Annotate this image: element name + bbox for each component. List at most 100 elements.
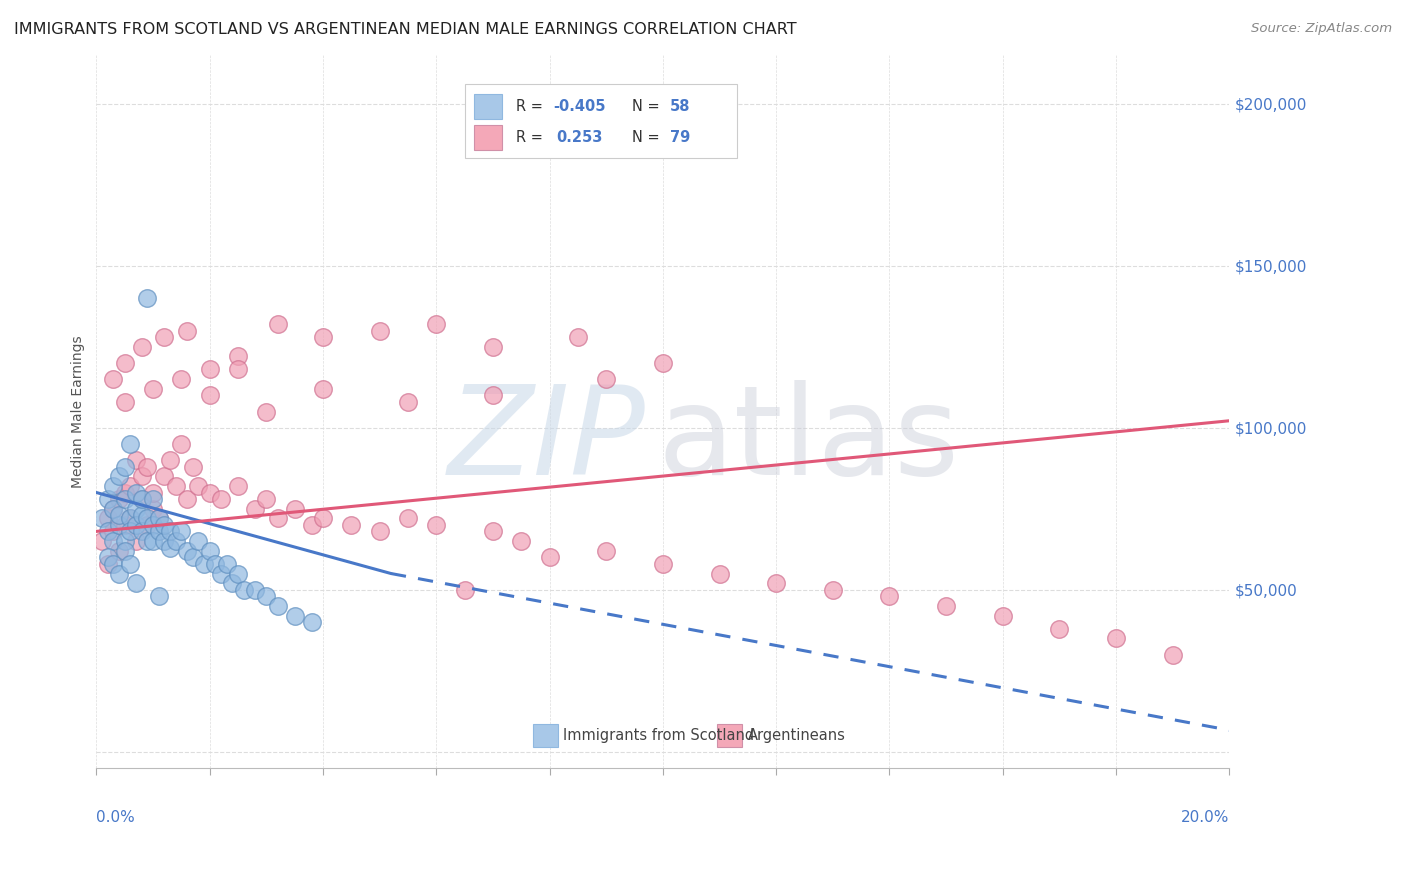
Point [209, 491, 232, 506]
Point [103, 524, 125, 539]
Point [198, 362, 221, 376]
Point [165, 479, 187, 493]
Point [148, 511, 170, 525]
Point [131, 469, 153, 483]
Point [181, 550, 204, 565]
Point [136, 291, 159, 305]
Text: 20.0%: 20.0% [1181, 810, 1229, 825]
Point [226, 350, 249, 364]
Point [153, 469, 176, 483]
Point [243, 582, 266, 597]
FancyBboxPatch shape [474, 125, 502, 150]
Point [131, 491, 153, 506]
Point [142, 534, 165, 549]
Point [243, 501, 266, 516]
Point [97, 524, 120, 539]
Point [142, 485, 165, 500]
Point [103, 557, 125, 571]
Point [396, 511, 419, 525]
Point [254, 404, 277, 418]
Point [226, 479, 249, 493]
Point [142, 382, 165, 396]
FancyBboxPatch shape [474, 95, 502, 120]
Point [651, 557, 673, 571]
Text: 58: 58 [669, 99, 690, 114]
Text: ZIP: ZIP [449, 379, 645, 500]
Point [1105, 632, 1128, 646]
Point [538, 550, 561, 565]
Point [136, 534, 159, 549]
Point [97, 491, 120, 506]
Point [266, 599, 288, 613]
Point [120, 479, 142, 493]
Point [108, 544, 131, 558]
Point [482, 524, 505, 539]
Point [159, 524, 181, 539]
Text: N =: N = [633, 99, 665, 114]
Point [103, 501, 125, 516]
Point [142, 517, 165, 532]
Point [131, 508, 153, 523]
Point [91, 534, 114, 549]
Point [170, 524, 193, 539]
FancyBboxPatch shape [464, 84, 737, 159]
Point [232, 582, 254, 597]
Point [114, 459, 136, 474]
Point [170, 437, 193, 451]
Point [198, 485, 221, 500]
Point [170, 372, 193, 386]
Point [221, 576, 243, 591]
Point [120, 511, 142, 525]
Point [108, 566, 131, 581]
Point [312, 382, 335, 396]
Point [198, 544, 221, 558]
Point [396, 394, 419, 409]
Point [301, 615, 323, 629]
Point [187, 479, 209, 493]
Point [136, 511, 159, 525]
Point [651, 356, 673, 370]
Text: N =: N = [633, 130, 665, 145]
Point [148, 589, 170, 603]
Point [131, 524, 153, 539]
Point [176, 544, 198, 558]
Point [482, 340, 505, 354]
Point [510, 534, 533, 549]
Point [91, 511, 114, 525]
Point [159, 453, 181, 467]
Point [148, 511, 170, 525]
Point [821, 582, 844, 597]
Point [125, 534, 148, 549]
Point [136, 459, 159, 474]
Point [125, 485, 148, 500]
Point [153, 534, 176, 549]
Point [198, 388, 221, 402]
Point [108, 491, 131, 506]
Point [209, 566, 232, 581]
Point [301, 517, 323, 532]
Point [266, 511, 288, 525]
Point [114, 517, 136, 532]
Text: atlas: atlas [657, 379, 959, 500]
Point [176, 491, 198, 506]
Point [125, 453, 148, 467]
Point [125, 501, 148, 516]
Point [254, 491, 277, 506]
Point [567, 330, 589, 344]
Point [226, 566, 249, 581]
Point [114, 485, 136, 500]
Text: Source: ZipAtlas.com: Source: ZipAtlas.com [1251, 22, 1392, 36]
Point [226, 362, 249, 376]
Point [935, 599, 957, 613]
Point [120, 511, 142, 525]
Point [136, 517, 159, 532]
Point [425, 517, 447, 532]
Point [254, 589, 277, 603]
Point [709, 566, 731, 581]
Point [340, 517, 363, 532]
Point [97, 557, 120, 571]
Text: R =: R = [516, 130, 547, 145]
FancyBboxPatch shape [717, 723, 742, 747]
Point [595, 372, 617, 386]
Text: -0.405: -0.405 [553, 99, 606, 114]
